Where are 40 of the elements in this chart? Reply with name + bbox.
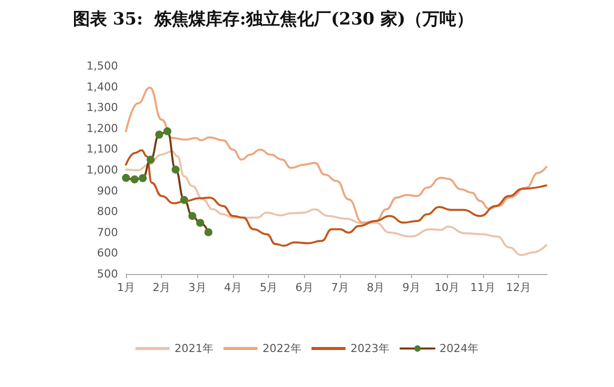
y-tick-label: 1,200 [86,122,118,135]
y-tick-label: 1,400 [86,80,118,94]
point [188,212,196,220]
point [196,218,204,227]
x-tick-label: 10月 [434,281,460,294]
point [130,175,139,184]
point [163,127,172,136]
line-series [125,86,548,224]
x-tick-label: 11月 [470,281,496,294]
point [122,174,130,182]
y-tick-label: 1,000 [86,164,118,176]
x-tick-label: 12月 [506,281,531,294]
y-tick-label: 600 [97,246,118,260]
point [155,130,164,139]
y-tick-label: 800 [97,205,118,218]
y-tick-label: 700 [97,226,118,239]
y-tick-label: 1,100 [86,142,118,156]
x-tick-label: 4月 [224,281,242,294]
y-tick-label: 500 [97,268,118,280]
x-tick-label: 6月 [295,281,314,294]
point [180,196,188,204]
point [204,228,212,236]
chart-title: 图表 35: 炼焦煤库存:独立焦化厂(230 家)（万吨） [73,10,474,30]
point [138,174,147,182]
point [146,156,155,164]
legend-label: 2022年 [262,342,302,355]
y-tick-label: 1,500 [86,60,118,72]
x-tick-label: 8月 [366,281,385,294]
legend-label: 2023年 [350,342,390,355]
y-tick-label: 900 [97,184,118,198]
x-tick-label: 2月 [152,281,171,294]
x-tick-label: 1月 [117,281,135,294]
legend-label: 2021年 [174,342,214,355]
x-tick-label: 5月 [260,281,278,294]
x-tick-label: 3月 [188,281,206,294]
point [172,166,180,174]
y-tick-label: 1,300 [86,101,118,114]
x-tick-label: 7月 [331,281,350,294]
legend-label: 2024年 [439,342,478,355]
x-tick-label: 9月 [402,281,420,294]
